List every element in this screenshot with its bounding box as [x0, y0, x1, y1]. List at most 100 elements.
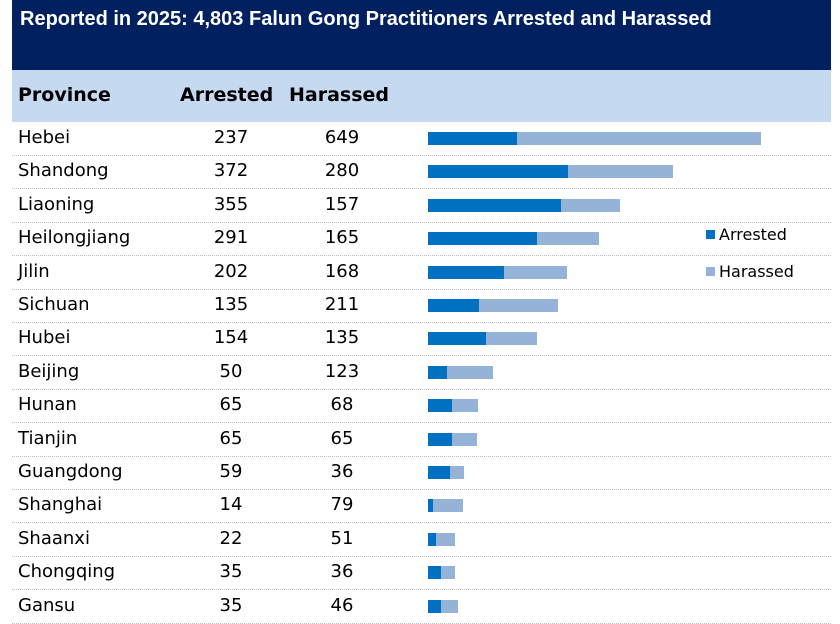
harassed-value: 135 [324, 327, 360, 349]
harassed-value: 123 [324, 360, 360, 382]
bar-harassed [516, 132, 761, 145]
bar-arrested [428, 265, 504, 279]
harassed-value: 51 [330, 527, 354, 549]
arrested-value: 65 [219, 427, 243, 449]
bar-harassed [485, 332, 537, 346]
table-row: Jilin 202 168 [12, 256, 831, 290]
table-row: Hubei 154 135 [12, 322, 831, 357]
table-row: Heilongjiang 291 165 [12, 222, 831, 257]
bar-arrested [428, 499, 434, 513]
legend-arrested: Arrested [706, 225, 787, 244]
province-name: Heilongjiang [18, 227, 131, 249]
arrested-value: 35 [219, 561, 243, 583]
province-name: Shandong [18, 160, 109, 182]
harassed-value: 46 [330, 594, 354, 616]
harassed-value: 36 [330, 561, 354, 583]
bar-arrested [428, 432, 453, 446]
table-row: Gansu 35 46 [12, 590, 831, 624]
province-name: Guangdong [18, 461, 123, 482]
bar-harassed [441, 599, 459, 613]
province-name: Tianjin [18, 427, 78, 449]
bar-arrested [428, 332, 486, 346]
header-harassed: Harassed [289, 84, 390, 106]
bar-harassed [478, 299, 558, 312]
bar-harassed [446, 365, 493, 379]
table-row: Hebei 237 649 [12, 122, 831, 156]
arrested-value: 59 [219, 461, 243, 482]
arrested-value: 372 [213, 160, 249, 182]
bar-arrested [428, 165, 568, 179]
arrested-value: 65 [219, 394, 243, 416]
arrested-value: 135 [213, 294, 249, 315]
legend-label: Harassed [719, 262, 794, 281]
bar-harassed [441, 566, 455, 580]
bar-harassed [450, 466, 464, 479]
harassed-value: 79 [330, 494, 354, 516]
bar-harassed [452, 399, 478, 413]
bar-arrested [428, 532, 437, 546]
harassed-value: 649 [324, 127, 360, 148]
arrested-value: 291 [213, 227, 249, 249]
bar-arrested [428, 232, 538, 246]
province-name: Jilin [18, 260, 50, 282]
table-row: Shanghai 14 79 [12, 489, 831, 524]
table-row: Guangdong 59 36 [12, 456, 831, 490]
harassed-value: 65 [330, 427, 354, 449]
harassed-value: 68 [330, 394, 354, 416]
bar-arrested [428, 566, 442, 580]
province-name: Chongqing [18, 561, 116, 583]
legend-swatch-harassed [706, 267, 715, 276]
harassed-value: 168 [324, 260, 360, 282]
bar-harassed [561, 198, 621, 212]
arrested-value: 154 [213, 327, 249, 349]
bar-harassed [436, 532, 456, 546]
province-name: Gansu [18, 594, 76, 616]
table-row: Tianjin 65 65 [12, 423, 831, 457]
table-row: Hunan 65 68 [12, 389, 831, 424]
header-arrested: Arrested [180, 84, 274, 106]
province-name: Hebei [18, 127, 71, 148]
arrested-value: 14 [219, 494, 243, 516]
bar-arrested [428, 299, 479, 312]
arrested-value: 50 [219, 360, 243, 382]
table-row: Liaoning 355 157 [12, 189, 831, 223]
bar-arrested [428, 132, 517, 145]
arrested-value: 237 [213, 127, 249, 148]
arrested-value: 355 [213, 193, 249, 215]
province-name: Beijing [18, 360, 80, 382]
bar-arrested [428, 198, 562, 212]
legend-harassed: Harassed [706, 262, 794, 281]
table-row: Sichuan 135 211 [12, 289, 831, 323]
arrested-value: 22 [219, 527, 243, 549]
arrested-value: 202 [213, 260, 249, 282]
harassed-value: 36 [330, 461, 354, 482]
legend-label: Arrested [719, 225, 787, 244]
chart-title: Reported in 2025: 4,803 Falun Gong Pract… [12, 0, 831, 70]
harassed-value: 157 [324, 193, 360, 215]
province-name: Sichuan [18, 294, 90, 315]
table-row: Shandong 372 280 [12, 155, 831, 190]
arrested-value: 35 [219, 594, 243, 616]
bar-harassed [452, 432, 477, 446]
bar-harassed [433, 499, 463, 513]
table-row: Shaanxi 22 51 [12, 523, 831, 557]
bar-arrested [428, 365, 447, 379]
table-row: Beijing 50 123 [12, 356, 831, 390]
province-name: Hubei [18, 327, 71, 349]
bar-arrested [428, 399, 453, 413]
bar-harassed [503, 265, 567, 279]
harassed-value: 280 [324, 160, 360, 182]
bar-harassed [567, 165, 673, 179]
province-name: Shaanxi [18, 527, 90, 549]
table-row: Chongqing 35 36 [12, 556, 831, 591]
legend-swatch-arrested [706, 230, 715, 239]
bar-arrested [428, 599, 442, 613]
header-province: Province [18, 84, 111, 106]
province-name: Shanghai [18, 494, 103, 516]
bar-harassed [537, 232, 600, 246]
province-name: Liaoning [18, 193, 95, 215]
province-name: Hunan [18, 394, 77, 416]
table-header: Province Arrested Harassed [12, 70, 831, 122]
bar-arrested [428, 466, 451, 479]
harassed-value: 165 [324, 227, 360, 249]
